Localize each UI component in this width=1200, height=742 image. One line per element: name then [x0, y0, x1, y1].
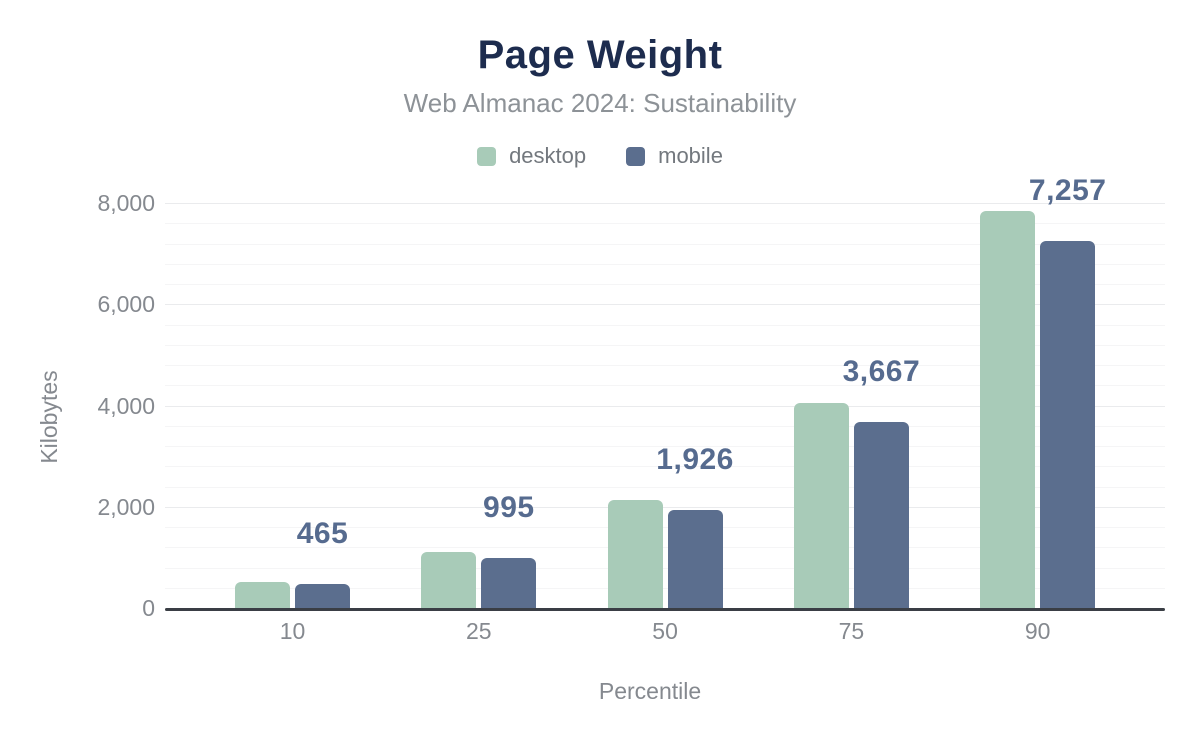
- minor-gridline-6800: [165, 263, 1165, 265]
- mobile-legend-label: mobile: [658, 143, 723, 168]
- x-tick-label: 25: [466, 618, 492, 644]
- x-tick-label: 10: [279, 618, 306, 644]
- minor-gridline-1600: [165, 527, 1165, 528]
- x-axis-title: Percentile: [598, 678, 702, 704]
- bar-desktop: [235, 581, 290, 608]
- minor-gridline-400: [165, 587, 1165, 589]
- y-tick-label: 6,000: [97, 291, 155, 318]
- major-gridline-8000: [165, 203, 1165, 204]
- legend-item-desktop: desktop: [477, 143, 586, 169]
- bar-value-label: 995: [483, 490, 535, 524]
- bar-desktop: [421, 552, 477, 608]
- bar-value-label: 7,257: [1028, 173, 1107, 207]
- chart-title: Page Weight: [477, 33, 723, 77]
- minor-gridline-7600: [165, 223, 1165, 225]
- y-tick-label: 0: [142, 595, 155, 621]
- major-gridline-2000: [165, 506, 1165, 508]
- x-tick-label: 90: [1024, 618, 1051, 644]
- bar-value-label: 465: [296, 517, 349, 551]
- y-tick-label: 2,000: [97, 493, 155, 520]
- bar-mobile: [481, 557, 537, 608]
- bar-mobile: [1040, 240, 1096, 608]
- desktop-legend-label: desktop: [509, 143, 587, 168]
- minor-gridline-3600: [165, 425, 1165, 427]
- y-tick-label: 8,000: [97, 190, 155, 216]
- x-tick-label: 75: [838, 618, 865, 644]
- minor-gridline-6400: [165, 284, 1165, 285]
- y-tick-label: 4,000: [97, 392, 155, 419]
- bar-value-label: 1,926: [656, 443, 734, 477]
- mobile-legend-swatch: [626, 146, 646, 166]
- bar-desktop: [793, 402, 849, 608]
- bar-desktop: [607, 499, 663, 608]
- minor-gridline-4800: [165, 365, 1165, 366]
- legend: desktop mobile: [0, 143, 1200, 169]
- minor-gridline-7200: [165, 243, 1165, 245]
- bar-mobile: [853, 422, 909, 608]
- bar-mobile: [667, 510, 723, 608]
- major-gridline-4000: [165, 405, 1165, 407]
- desktop-legend-swatch: [477, 146, 497, 166]
- chart-subtitle: Web Almanac 2024: Sustainability: [403, 88, 797, 118]
- minor-gridline-4400: [165, 385, 1165, 387]
- minor-gridline-5200: [165, 344, 1165, 346]
- minor-gridline-800: [165, 567, 1165, 569]
- minor-gridline-3200: [165, 446, 1165, 447]
- bar-desktop: [980, 210, 1036, 608]
- minor-gridline-1200: [165, 547, 1165, 549]
- y-axis-title: Kilobytes: [36, 370, 62, 464]
- legend-item-mobile: mobile: [626, 143, 723, 169]
- minor-gridline-5600: [165, 324, 1165, 326]
- x-axis-line: [165, 608, 1165, 611]
- minor-gridline-2400: [165, 486, 1165, 488]
- x-tick-label: 50: [652, 618, 678, 644]
- bar-mobile: [295, 584, 350, 608]
- minor-gridline-2800: [165, 466, 1165, 468]
- bar-value-label: 3,667: [842, 355, 921, 389]
- major-gridline-6000: [165, 304, 1165, 306]
